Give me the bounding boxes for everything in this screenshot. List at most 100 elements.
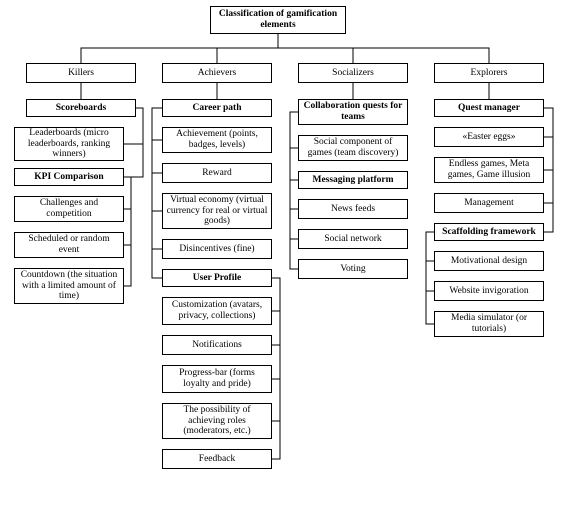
node-label: Achievers — [198, 68, 237, 79]
node-questmgr: Quest manager — [434, 99, 544, 117]
edge — [544, 108, 553, 203]
node-label: Voting — [340, 264, 365, 275]
node-explorers: Explorers — [434, 63, 544, 83]
node-label: User Profile — [193, 273, 241, 284]
node-label: Achievement (points, badges, levels) — [166, 129, 268, 151]
node-mgmt: Management — [434, 193, 544, 213]
node-custom: Customization (avatars, privacy, collect… — [162, 297, 272, 325]
node-label: Media simulator (or tutorials) — [438, 313, 540, 335]
node-label: Collaboration quests for teams — [302, 101, 404, 123]
node-countdown: Countdown (the situation with a limited … — [14, 268, 124, 304]
node-label: Challenges and competition — [18, 198, 120, 220]
edge — [124, 177, 131, 245]
node-achievement: Achievement (points, badges, levels) — [162, 127, 272, 153]
node-leaderboards: Leaderboards (micro leaderboards, rankin… — [14, 127, 124, 161]
node-feedback: Feedback — [162, 449, 272, 469]
node-motiv: Motivational design — [434, 251, 544, 271]
node-label: Motivational design — [451, 256, 527, 267]
edge — [81, 34, 278, 63]
edge — [290, 180, 298, 209]
node-socialnet: Social network — [298, 229, 408, 249]
node-label: Website invigoration — [449, 286, 528, 297]
node-scoreboards: Scoreboards — [26, 99, 136, 117]
node-label: Leaderboards (micro leaderboards, rankin… — [18, 128, 120, 161]
node-label: Killers — [68, 68, 94, 79]
node-label: Socializers — [332, 68, 374, 79]
edge — [426, 232, 434, 324]
edge — [124, 108, 143, 177]
edge — [278, 34, 489, 63]
node-mediasim: Media simulator (or tutorials) — [434, 311, 544, 337]
edge — [152, 108, 162, 211]
node-label: «Easter eggs» — [462, 132, 515, 143]
node-disincent: Disincentives (fine) — [162, 239, 272, 259]
node-challenges: Challenges and competition — [14, 196, 124, 222]
node-easter: «Easter eggs» — [434, 127, 544, 147]
node-label: Scoreboards — [56, 103, 107, 114]
node-label: Social component of games (team discover… — [302, 137, 404, 159]
edge — [426, 232, 434, 291]
edge — [124, 177, 131, 286]
edge — [290, 112, 298, 180]
node-kpi: KPI Comparison — [14, 168, 124, 186]
node-label: Progress-bar (forms loyalty and pride) — [166, 368, 268, 390]
edge — [290, 180, 298, 239]
node-label: Notifications — [192, 340, 242, 351]
edge — [272, 278, 280, 421]
edge — [272, 278, 280, 345]
node-roles: The possibility of achieving roles (mode… — [162, 403, 272, 439]
edge — [278, 34, 353, 63]
node-label: Classification of gamification elements — [214, 9, 342, 31]
node-userprof: User Profile — [162, 269, 272, 287]
edge — [217, 34, 278, 63]
edge — [152, 108, 162, 249]
node-label: The possibility of achieving roles (mode… — [166, 405, 268, 438]
node-scaffold: Scaffolding framework — [434, 223, 544, 241]
node-collab: Collaboration quests for teams — [298, 99, 408, 125]
node-label: Feedback — [199, 454, 235, 465]
node-progress: Progress-bar (forms loyalty and pride) — [162, 365, 272, 393]
edge — [152, 108, 162, 140]
node-endless: Endless games, Meta games, Game illusion — [434, 157, 544, 183]
node-newsfeeds: News feeds — [298, 199, 408, 219]
node-label: Virtual economy (virtual currency for re… — [166, 195, 268, 228]
edge — [152, 108, 162, 278]
edge — [272, 278, 280, 459]
edge — [152, 108, 162, 173]
edge — [544, 108, 553, 137]
edge — [544, 108, 553, 170]
node-label: Management — [464, 198, 514, 209]
edge — [290, 180, 298, 269]
node-label: Customization (avatars, privacy, collect… — [166, 300, 268, 322]
node-label: Messaging platform — [312, 175, 393, 186]
node-label: Career path — [193, 103, 242, 114]
edge — [290, 112, 298, 148]
node-killers: Killers — [26, 63, 136, 83]
node-label: Scaffolding framework — [442, 227, 536, 238]
node-label: Endless games, Meta games, Game illusion — [438, 159, 540, 181]
node-label: KPI Comparison — [34, 172, 103, 183]
node-scheduled: Scheduled or random event — [14, 232, 124, 258]
node-socializers: Socializers — [298, 63, 408, 83]
node-label: Explorers — [471, 68, 508, 79]
node-webinv: Website invigoration — [434, 281, 544, 301]
node-label: Reward — [202, 168, 232, 179]
node-virtual: Virtual economy (virtual currency for re… — [162, 193, 272, 229]
node-label: Scheduled or random event — [18, 234, 120, 256]
edge — [272, 278, 280, 379]
edge — [272, 278, 280, 311]
node-career: Career path — [162, 99, 272, 117]
edge — [124, 177, 131, 209]
node-label: News feeds — [331, 204, 375, 215]
edge — [544, 108, 553, 232]
node-root: Classification of gamification elements — [210, 6, 346, 34]
node-reward: Reward — [162, 163, 272, 183]
node-socialcomp: Social component of games (team discover… — [298, 135, 408, 161]
node-label: Quest manager — [458, 103, 520, 114]
node-label: Social network — [324, 234, 381, 245]
node-achievers: Achievers — [162, 63, 272, 83]
node-messaging: Messaging platform — [298, 171, 408, 189]
node-voting: Voting — [298, 259, 408, 279]
node-label: Disincentives (fine) — [179, 244, 254, 255]
node-notif: Notifications — [162, 335, 272, 355]
